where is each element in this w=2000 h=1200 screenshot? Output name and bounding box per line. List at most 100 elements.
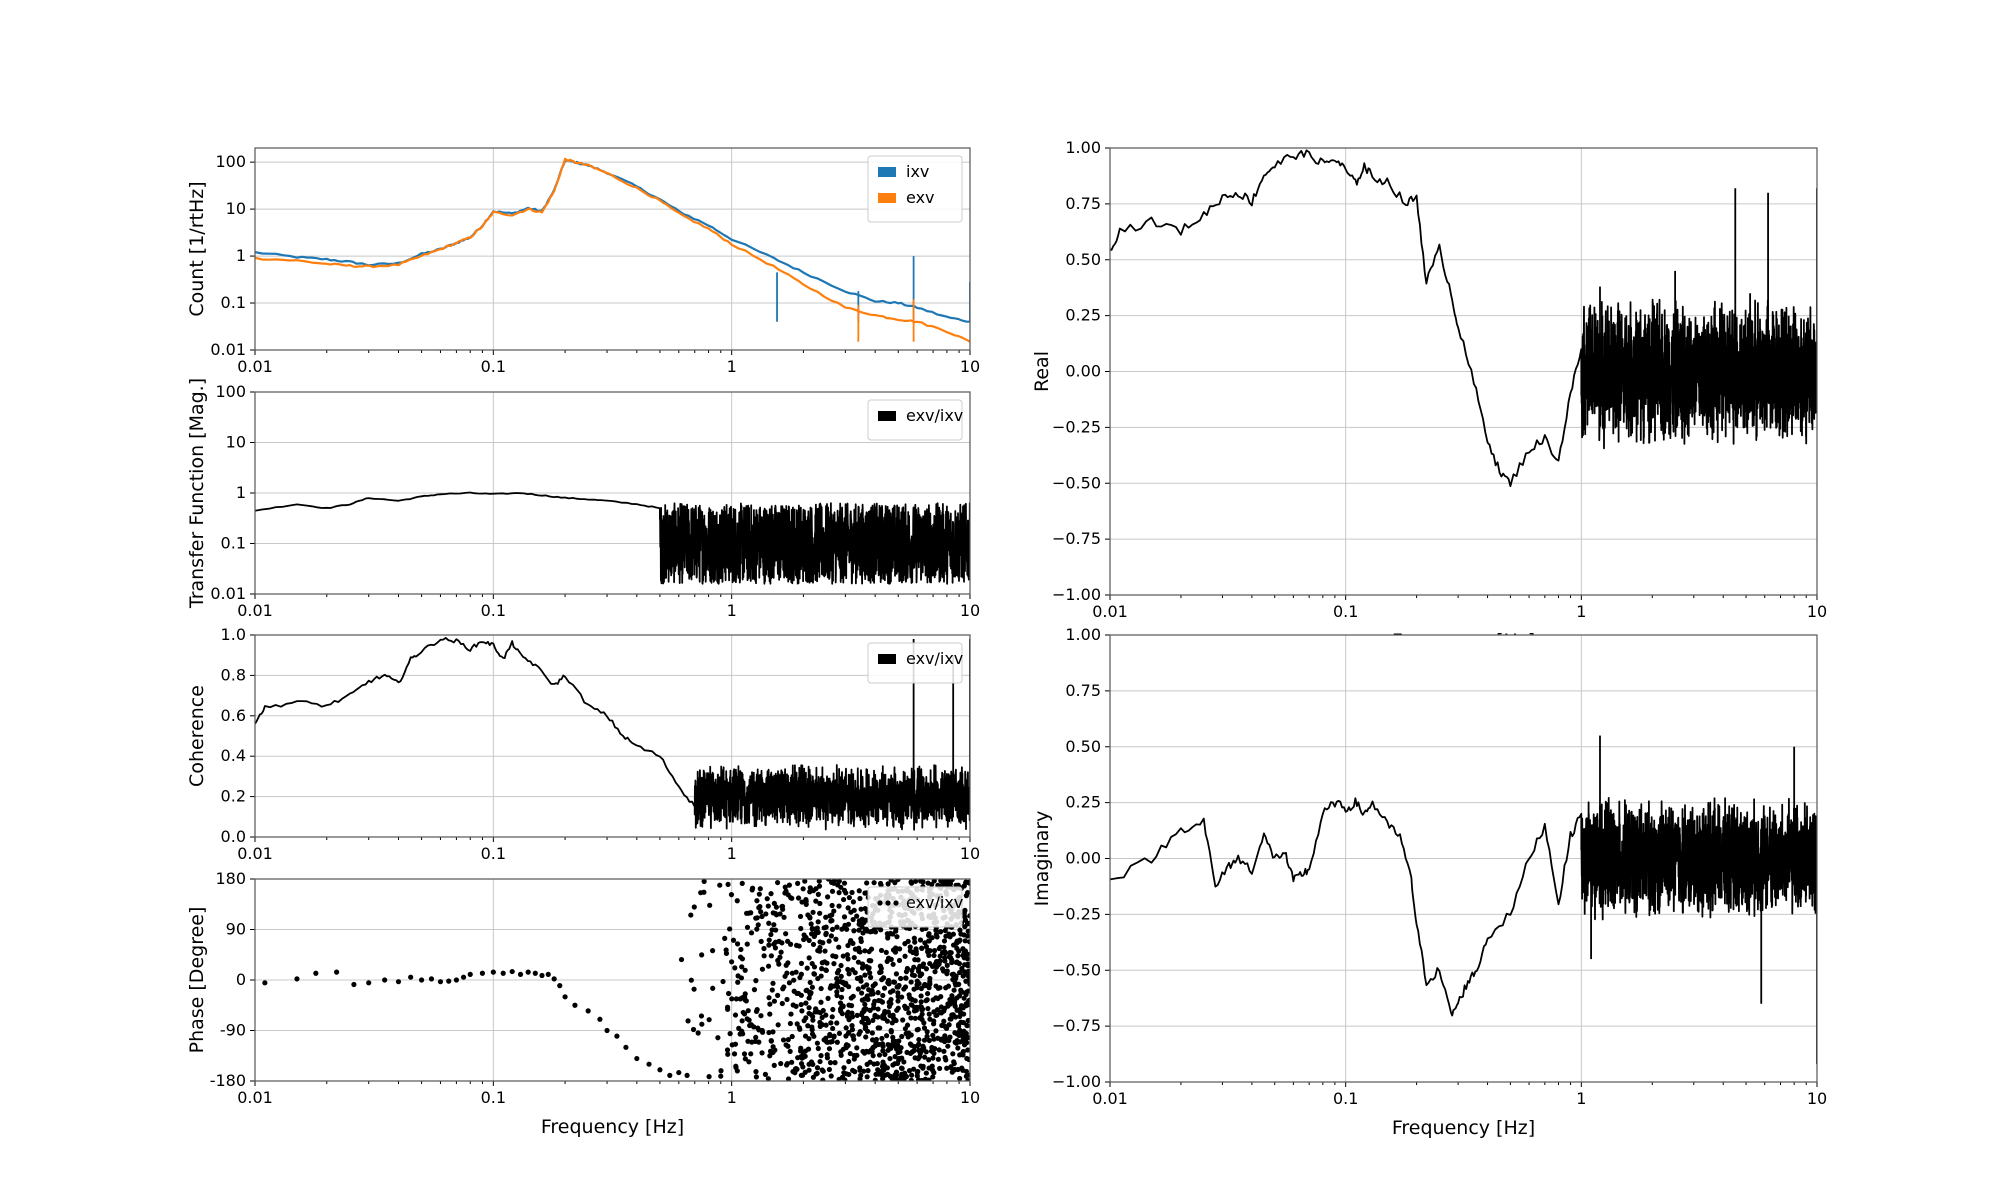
- scatter-point: [927, 975, 933, 982]
- scatter-point: [957, 927, 963, 933]
- y-axis-label: Count [1/rtHz]: [186, 181, 208, 316]
- legend-box: [867, 399, 963, 441]
- series-line-exv: [255, 157, 970, 343]
- scatter-point: [960, 946, 966, 952]
- scatter-point: [820, 1068, 826, 1074]
- scatter-point: [724, 1047, 731, 1053]
- scatter-point: [744, 941, 750, 947]
- scatter-point: [919, 1047, 925, 1054]
- scatter-point: [958, 987, 964, 993]
- scatter-point: [864, 880, 870, 886]
- scatter-point: [935, 985, 941, 991]
- scatter-point: [829, 1038, 835, 1045]
- scatter-point: [736, 1025, 742, 1031]
- scatter-point: [875, 990, 881, 996]
- scatter-point: [893, 1017, 899, 1024]
- legend: ixv exv: [867, 155, 963, 223]
- scatter-point: [460, 974, 467, 980]
- legend-label: ixv: [906, 162, 929, 181]
- scatter-point: [804, 965, 810, 971]
- legend-box: [867, 886, 963, 928]
- scatter-point: [889, 1075, 895, 1081]
- scatter-point: [963, 880, 969, 886]
- scatter-point: [851, 1036, 857, 1042]
- scatter-point: [917, 963, 923, 969]
- scatter-point: [753, 978, 759, 984]
- scatter-point: [787, 1020, 794, 1027]
- y-tick-label: 1: [236, 483, 246, 502]
- scatter-point: [911, 1008, 918, 1014]
- scatter-point: [864, 1074, 870, 1080]
- scatter-point: [808, 990, 814, 996]
- scatter-point: [707, 902, 713, 908]
- scatter-point: [863, 963, 870, 970]
- scatter-point: [841, 1070, 847, 1076]
- scatter-point: [848, 909, 854, 915]
- y-tick-label: 0.50: [1065, 250, 1101, 269]
- legend-swatch: [878, 411, 896, 421]
- scatter-point: [715, 1035, 721, 1041]
- scatter-point: [814, 1065, 821, 1071]
- scatter-point: [691, 904, 697, 910]
- scatter-point: [791, 977, 797, 983]
- scatter-point: [796, 1025, 802, 1031]
- scatter-point: [779, 903, 785, 910]
- scatter-point: [748, 1051, 754, 1057]
- scatter-point: [961, 932, 967, 938]
- scatter-point: [814, 925, 820, 931]
- scatter-point: [834, 1039, 840, 1045]
- scatter-point: [921, 1025, 928, 1031]
- scatter-point: [844, 1013, 851, 1019]
- scatter-point: [859, 965, 866, 971]
- scatter-point: [926, 1011, 932, 1017]
- scatter-point: [846, 984, 852, 990]
- scatter-point: [706, 1017, 712, 1023]
- scatter-point: [766, 937, 772, 943]
- scatter-point: [901, 1059, 907, 1065]
- scatter-point: [758, 938, 764, 945]
- scatter-point: [782, 973, 788, 979]
- scatter-point: [888, 956, 894, 962]
- scatter-point: [856, 927, 862, 933]
- scatter-point: [861, 917, 867, 923]
- y-tick-label: -180: [210, 1071, 246, 1090]
- scatter-point: [845, 921, 852, 927]
- scatter-point: [944, 1065, 950, 1071]
- scatter-point: [860, 930, 866, 936]
- scatter-point: [623, 1044, 629, 1050]
- scatter-point: [828, 1073, 834, 1079]
- scatter-point: [921, 983, 927, 989]
- y-tick-label: 0.00: [1065, 849, 1101, 868]
- scatter-point: [752, 1038, 758, 1045]
- panel-transfer-function-magnitude: 0.01 0.1 1 10 0.01 0.1 1 10 100 Transfer Function…: [186, 378, 980, 620]
- scatter-point: [815, 975, 821, 982]
- scatter-point: [881, 1067, 887, 1073]
- scatter-point: [850, 993, 856, 999]
- x-tick-label: 0.1: [481, 601, 506, 620]
- scatter-point: [873, 1040, 879, 1046]
- scatter-point: [916, 1036, 922, 1043]
- scatter-point: [858, 978, 864, 984]
- scatter-point: [950, 976, 956, 983]
- scatter-point: [884, 958, 890, 964]
- scatter-point: [841, 914, 848, 920]
- scatter-point: [724, 1004, 731, 1010]
- scatter-point: [817, 900, 823, 907]
- scatter-point: [734, 898, 740, 904]
- scatter-point: [446, 978, 452, 984]
- scatter-point: [753, 1074, 759, 1080]
- scatter-point: [965, 928, 970, 934]
- scatter-point: [918, 999, 924, 1005]
- y-tick-label: 0.6: [221, 706, 246, 725]
- scatter-point: [888, 1027, 894, 1034]
- scatter-point: [816, 883, 823, 889]
- scatter-point: [841, 880, 848, 886]
- x-tick-label: 0.01: [237, 601, 273, 620]
- scatter-point: [706, 1074, 712, 1080]
- scatter-point: [810, 1017, 816, 1023]
- scatter-point: [701, 879, 707, 884]
- scatter-point: [646, 1061, 652, 1067]
- scatter-point: [789, 1059, 795, 1065]
- scatter-point: [886, 999, 892, 1005]
- scatter-point: [877, 963, 883, 969]
